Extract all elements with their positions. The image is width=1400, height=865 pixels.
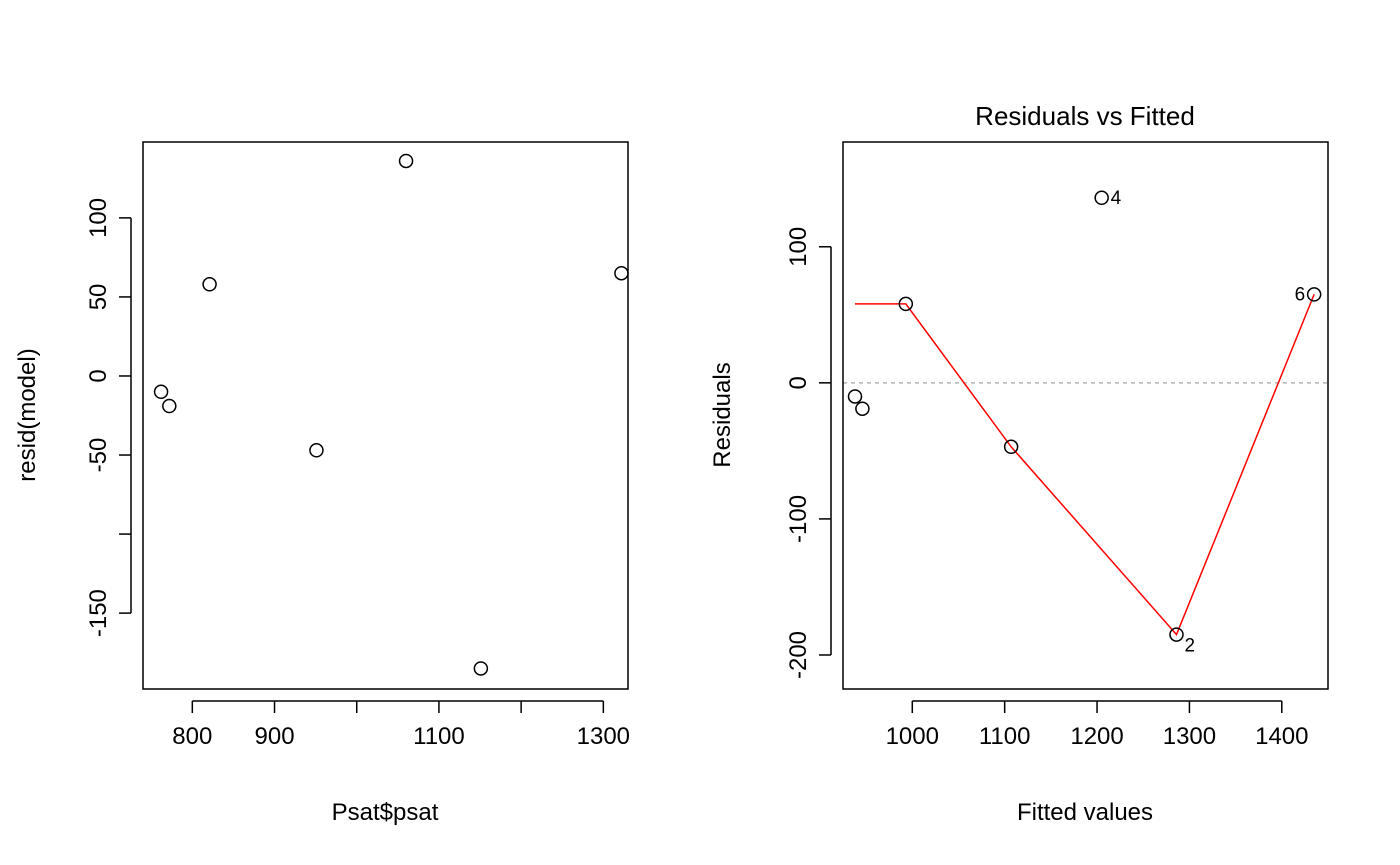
x-tick-label: 900 (255, 723, 295, 750)
y-tick-label: 100 (85, 198, 112, 238)
data-point (614, 265, 629, 281)
data-point (1169, 627, 1184, 642)
data-point (162, 398, 177, 414)
data-point (1003, 439, 1019, 455)
x-tick-label: 1100 (413, 723, 465, 750)
y-tick-label: -200 (785, 631, 812, 679)
data-point (1094, 190, 1109, 206)
x-tick-label: 1400 (1255, 723, 1308, 750)
y-tick-label: -50 (85, 438, 112, 473)
data-point (398, 153, 414, 169)
point-label: 4 (1111, 188, 1122, 209)
x-axis: 800 900 1100 1300 (172, 700, 630, 750)
point-label: 2 (1184, 636, 1195, 657)
chart-title: Residuals vs Fitted (975, 101, 1195, 131)
y-axis-title: Residuals (709, 362, 736, 467)
plot-frame (142, 141, 629, 690)
x-tick-label: 1300 (577, 723, 630, 750)
smooth-trend-line (855, 294, 1315, 636)
x-axis-title: Fitted values (1017, 799, 1153, 826)
data-point (153, 384, 169, 400)
x-tick-label: 800 (172, 723, 212, 750)
y-tick-label: 0 (785, 376, 812, 389)
data-point (898, 296, 914, 312)
y-tick-label: -150 (85, 589, 112, 637)
data-point (309, 443, 324, 458)
data-point (855, 401, 870, 416)
x-axis: 1000 1100 1200 1300 1400 (886, 700, 1309, 750)
x-axis-title: Psat$psat (332, 799, 439, 826)
y-axis: -150 -50 0 50 100 (85, 198, 132, 637)
residuals-vs-fitted-panel: Residuals vs Fitted 426 1000 1100 1200 1300… (709, 101, 1329, 826)
data-point (473, 661, 489, 676)
data-point (847, 389, 863, 404)
y-tick-label: -100 (785, 495, 812, 543)
scatter-points: 4 2 6 (847, 188, 1322, 657)
plot-frame (842, 141, 1329, 690)
y-axis-title: resid(model) (14, 348, 41, 481)
data-point (1306, 287, 1322, 302)
x-tick-label: 1000 (886, 723, 939, 750)
y-tick-label: 50 (85, 284, 112, 311)
y-tick-label: 0 (85, 369, 112, 382)
residuals-scatter-panel: 800 900 1100 1300 -150 -50 0 50 100 Psat$psat r… (14, 141, 630, 826)
x-tick-label: 1300 (1163, 723, 1216, 750)
y-axis: -200 -100 0 100 (785, 227, 832, 679)
point-label: 6 (1295, 284, 1306, 305)
x-tick-label: 1200 (1070, 723, 1123, 750)
scatter-points (153, 153, 629, 676)
data-point (202, 277, 217, 292)
y-tick-label: 100 (785, 227, 812, 267)
x-tick-label: 1100 (979, 723, 1031, 750)
